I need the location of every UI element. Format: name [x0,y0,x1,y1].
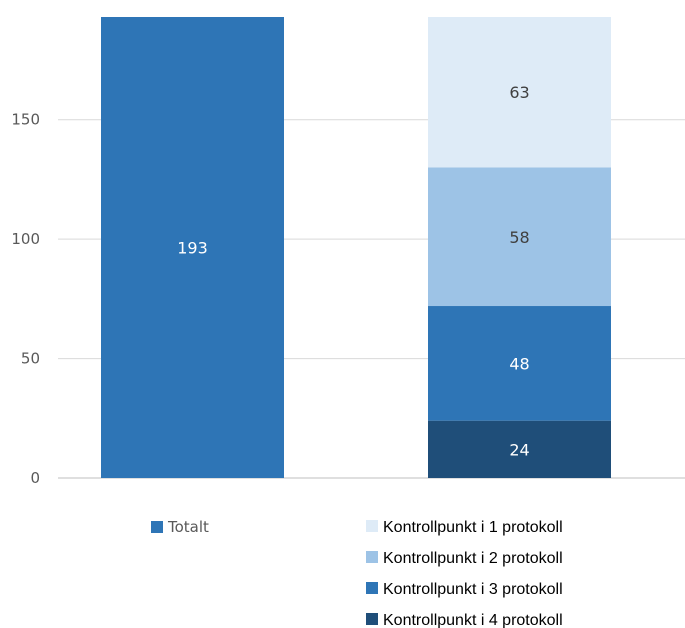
legend-swatch [366,613,378,625]
y-tick-label: 50 [21,350,40,368]
data-label: 63 [509,83,529,102]
legend-label: Kontrollpunkt i 2 protokoll [383,550,563,567]
legend-swatch [151,521,163,533]
legend-label: Totalt [167,518,209,536]
legend-swatch [366,551,378,563]
bar-segment [428,17,611,168]
data-label: 24 [509,440,529,459]
y-axis-ticks: 0 50 100 150 [11,111,40,487]
bar-segment [428,167,611,307]
legend-label: Kontrollpunkt i 1 protokoll [383,519,563,536]
data-label: 58 [509,228,529,247]
y-tick-label: 150 [11,111,40,129]
data-labels: 193 24 48 58 63 [177,83,529,459]
bar-segment [428,306,611,421]
y-tick-label: 0 [30,469,40,487]
legend-label: Kontrollpunkt i 4 protokoll [383,612,563,628]
data-label: 193 [177,239,208,258]
legend-swatch [366,520,378,532]
bar-segment [101,17,284,478]
legend-swatch [366,582,378,594]
bars [101,17,611,478]
legend-label: Kontrollpunkt i 3 protokoll [383,581,563,598]
bar-segment [428,420,611,478]
legend: Totalt Kontrollpunkt i 1 protokoll Kontrol… [151,518,563,628]
data-label: 48 [509,354,529,373]
y-tick-label: 100 [11,230,40,248]
